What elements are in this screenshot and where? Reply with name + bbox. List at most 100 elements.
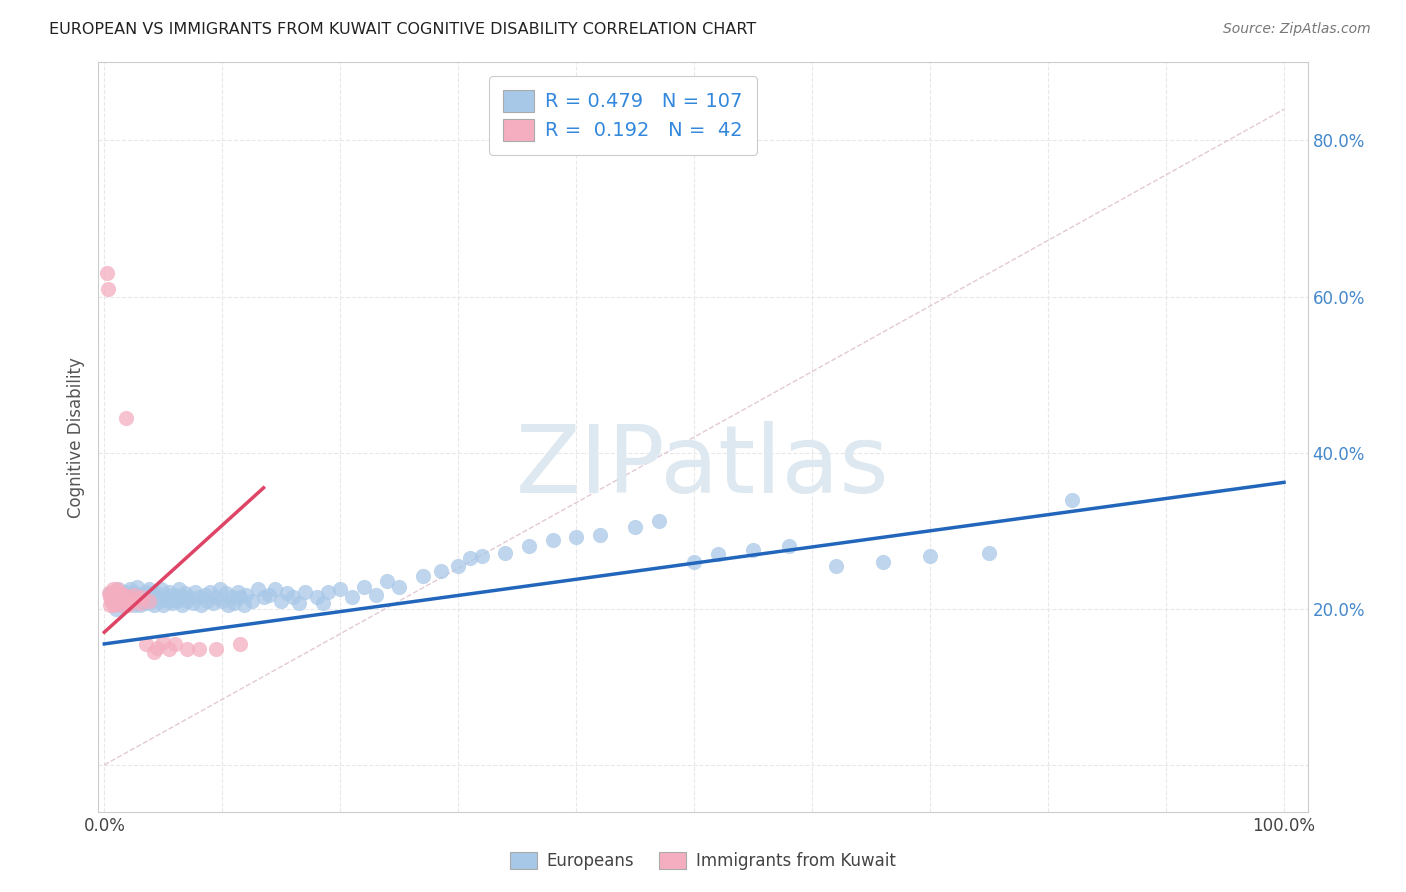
- Point: [110, 590, 132, 604]
- Point: [181, 596, 204, 610]
- Point: [111, 598, 134, 612]
- Point: [318, 584, 340, 599]
- Point: [589, 527, 612, 541]
- Point: [824, 558, 846, 573]
- Point: [103, 594, 125, 608]
- Point: [114, 410, 136, 425]
- Point: [172, 598, 194, 612]
- Point: [136, 590, 159, 604]
- Point: [141, 594, 163, 608]
- Point: [1060, 492, 1083, 507]
- Point: [152, 634, 174, 648]
- Point: [706, 547, 728, 561]
- Point: [162, 590, 184, 604]
- Point: [111, 588, 134, 602]
- Point: [329, 582, 352, 597]
- Point: [105, 594, 128, 608]
- Point: [107, 582, 129, 597]
- Point: [101, 596, 124, 610]
- Point: [648, 514, 671, 528]
- Point: [240, 594, 263, 608]
- Point: [429, 565, 451, 579]
- Point: [105, 584, 128, 599]
- Point: [111, 592, 134, 607]
- Point: [135, 596, 157, 610]
- Point: [108, 586, 131, 600]
- Point: [232, 598, 254, 612]
- Point: [270, 594, 292, 608]
- Point: [221, 590, 243, 604]
- Point: [107, 596, 129, 610]
- Point: [107, 590, 129, 604]
- Point: [112, 592, 135, 607]
- Point: [107, 590, 129, 604]
- Point: [138, 582, 160, 597]
- Text: ZIPatlas: ZIPatlas: [516, 421, 890, 513]
- Point: [128, 590, 150, 604]
- Point: [131, 590, 153, 604]
- Point: [205, 590, 228, 604]
- Point: [98, 590, 121, 604]
- Point: [103, 590, 125, 604]
- Point: [114, 584, 136, 599]
- Point: [146, 640, 169, 655]
- Point: [128, 596, 150, 610]
- Point: [120, 594, 142, 608]
- Point: [111, 598, 134, 612]
- Point: [458, 551, 481, 566]
- Legend: R = 0.479   N = 107, R =  0.192   N =  42: R = 0.479 N = 107, R = 0.192 N = 42: [489, 76, 756, 155]
- Point: [122, 590, 145, 604]
- Point: [246, 582, 269, 597]
- Point: [222, 596, 245, 610]
- Point: [128, 598, 150, 612]
- Point: [388, 580, 411, 594]
- Point: [200, 584, 222, 599]
- Point: [190, 598, 212, 612]
- Point: [305, 590, 328, 604]
- Point: [149, 594, 172, 608]
- Point: [517, 539, 540, 553]
- Point: [127, 592, 149, 607]
- Point: [141, 586, 163, 600]
- Point: [142, 645, 165, 659]
- Point: [340, 590, 363, 604]
- Point: [152, 590, 174, 604]
- Point: [117, 590, 139, 604]
- Point: [211, 594, 233, 608]
- Point: [217, 598, 239, 612]
- Point: [96, 266, 118, 280]
- Point: [742, 543, 765, 558]
- Point: [235, 588, 257, 602]
- Point: [565, 530, 588, 544]
- Point: [120, 582, 142, 597]
- Point: [187, 590, 209, 604]
- Point: [132, 594, 155, 608]
- Legend: Europeans, Immigrants from Kuwait: Europeans, Immigrants from Kuwait: [503, 845, 903, 877]
- Point: [264, 582, 287, 597]
- Point: [276, 586, 298, 600]
- Point: [149, 582, 172, 597]
- Point: [142, 598, 165, 612]
- Point: [157, 642, 180, 657]
- Point: [166, 594, 188, 608]
- Point: [226, 584, 249, 599]
- Point: [167, 582, 190, 597]
- Point: [195, 594, 218, 608]
- Point: [98, 586, 121, 600]
- Point: [229, 590, 252, 604]
- Point: [105, 601, 128, 615]
- Point: [494, 545, 516, 560]
- Point: [165, 588, 187, 602]
- Point: [124, 586, 146, 600]
- Point: [112, 594, 135, 608]
- Point: [194, 588, 217, 602]
- Point: [364, 588, 387, 602]
- Point: [541, 533, 564, 547]
- Point: [104, 588, 127, 602]
- Point: [131, 588, 153, 602]
- Point: [135, 637, 157, 651]
- Point: [105, 582, 128, 597]
- Point: [872, 555, 894, 569]
- Point: [208, 582, 231, 597]
- Y-axis label: Cognitive Disability: Cognitive Disability: [67, 357, 86, 517]
